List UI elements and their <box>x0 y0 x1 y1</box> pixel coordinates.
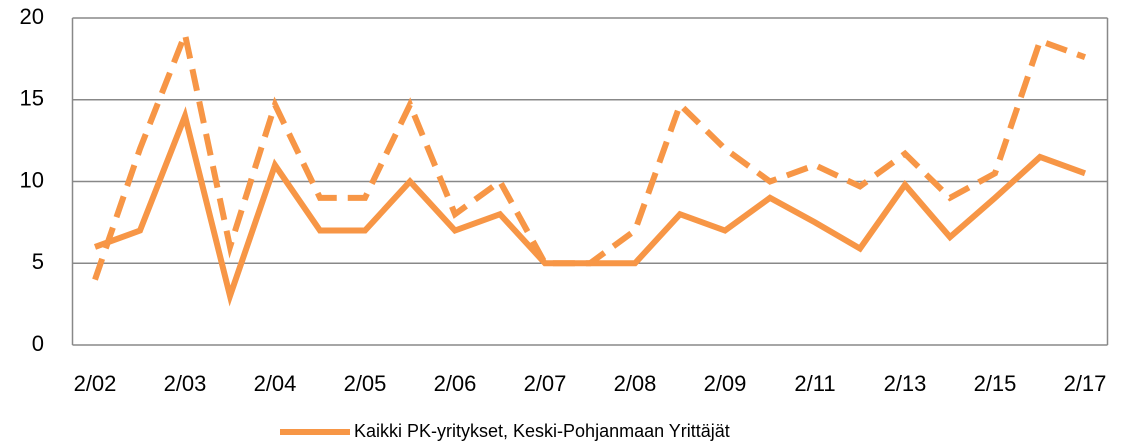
legend-label: Kaikki PK-yritykset, Keski-Pohjanmaan Yr… <box>354 421 730 441</box>
x-tick-label: 2/03 <box>164 371 207 396</box>
y-tick-label: 5 <box>32 249 44 274</box>
x-tick-label: 2/05 <box>344 371 387 396</box>
y-tick-label: 0 <box>32 331 44 356</box>
x-tick-label: 2/17 <box>1064 371 1107 396</box>
y-tick-label: 10 <box>20 167 44 192</box>
x-tick-label: 2/11 <box>794 371 835 396</box>
y-tick-label: 20 <box>20 4 44 29</box>
x-tick-label: 2/08 <box>614 371 657 396</box>
y-tick-label: 15 <box>20 86 44 111</box>
series-line <box>92 23 1087 281</box>
series-line <box>93 106 1087 307</box>
x-tick-label: 2/04 <box>254 371 297 396</box>
x-tick-label: 2/09 <box>704 371 747 396</box>
x-tick-label: 2/06 <box>434 371 477 396</box>
x-tick-label: 2/15 <box>974 371 1017 396</box>
x-tick-label: 2/07 <box>524 371 567 396</box>
x-tick-label: 2/13 <box>884 371 927 396</box>
x-tick-label: 2/02 <box>74 371 117 396</box>
